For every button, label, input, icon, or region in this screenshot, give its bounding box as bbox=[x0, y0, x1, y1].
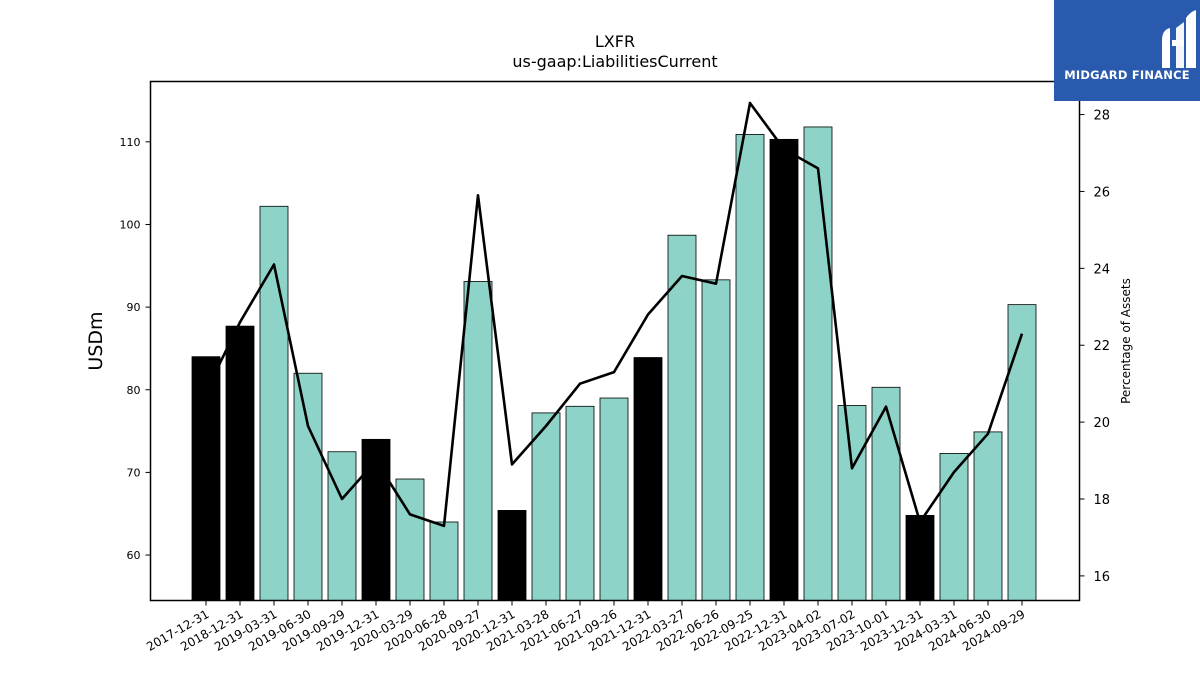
bar-2020-12-31 bbox=[497, 510, 527, 601]
bar-2020-06-28 bbox=[429, 521, 459, 601]
x-axis: 2017-12-312018-12-312019-03-312019-06-30… bbox=[144, 600, 1028, 654]
y2-tick-label: 26 bbox=[1094, 185, 1111, 200]
y-tick-label: 60 bbox=[127, 549, 141, 562]
y-tick-label: 110 bbox=[120, 136, 141, 149]
chart-subtitle: us-gaap:LiabilitiesCurrent bbox=[512, 52, 718, 71]
bar-2022-03-27 bbox=[667, 234, 697, 601]
left-axis: 60 70 80 90 100 110 bbox=[120, 136, 151, 562]
bar-2024-03-31 bbox=[939, 452, 969, 601]
bar-2019-12-31 bbox=[361, 438, 391, 601]
y2-tick-label: 22 bbox=[1094, 339, 1111, 354]
bar-2021-12-31 bbox=[633, 357, 663, 601]
y2-tick-label: 28 bbox=[1094, 109, 1111, 124]
y-tick-label: 80 bbox=[127, 384, 141, 397]
bar-2024-06-30 bbox=[973, 431, 1003, 601]
y-tick-label: 90 bbox=[127, 301, 141, 314]
plot-frame bbox=[149, 80, 1081, 602]
bar-2020-09-27 bbox=[463, 281, 493, 601]
y2-tick-label: 16 bbox=[1094, 570, 1111, 585]
y-axis-label: USDm bbox=[85, 311, 107, 370]
bar-2021-09-26 bbox=[599, 397, 629, 601]
right-axis: 16 18 20 22 24 26 28 bbox=[1079, 109, 1111, 585]
y2-tick-label: 18 bbox=[1094, 493, 1111, 508]
brand-name: MIDGARD FINANCE bbox=[1064, 68, 1190, 82]
bar-2023-04-02 bbox=[803, 126, 833, 601]
y-tick-label: 100 bbox=[120, 218, 141, 231]
bar-2022-09-25 bbox=[735, 133, 765, 601]
y-tick-label: 70 bbox=[127, 466, 141, 479]
y2-tick-label: 24 bbox=[1094, 262, 1111, 277]
bar-2017-12-31 bbox=[191, 356, 221, 601]
line-layer bbox=[204, 101, 1024, 528]
bar-2019-06-30 bbox=[293, 372, 323, 601]
percentage-line bbox=[204, 101, 1024, 528]
bar-2022-12-31 bbox=[769, 138, 799, 601]
bars-layer bbox=[191, 126, 1037, 601]
bar-2024-09-29 bbox=[1007, 304, 1037, 601]
bar-2019-03-31 bbox=[259, 205, 289, 601]
chart-title: LXFR bbox=[594, 32, 636, 51]
brand-logo: MIDGARD FINANCE bbox=[1054, 0, 1200, 101]
bar-2021-03-28 bbox=[531, 412, 561, 601]
brand-mark-icon bbox=[1162, 10, 1196, 68]
bar-2023-12-31 bbox=[905, 514, 935, 601]
bar-2023-07-02 bbox=[837, 405, 867, 601]
bar-2021-06-27 bbox=[565, 405, 595, 601]
bar-2022-06-26 bbox=[701, 279, 731, 601]
y2-axis-label: Percentage of Assets bbox=[1119, 278, 1133, 404]
bar-2019-09-29 bbox=[327, 451, 357, 601]
bar-2023-10-01 bbox=[871, 386, 901, 601]
bar-2018-12-31 bbox=[225, 325, 255, 601]
y2-tick-label: 20 bbox=[1094, 416, 1111, 431]
